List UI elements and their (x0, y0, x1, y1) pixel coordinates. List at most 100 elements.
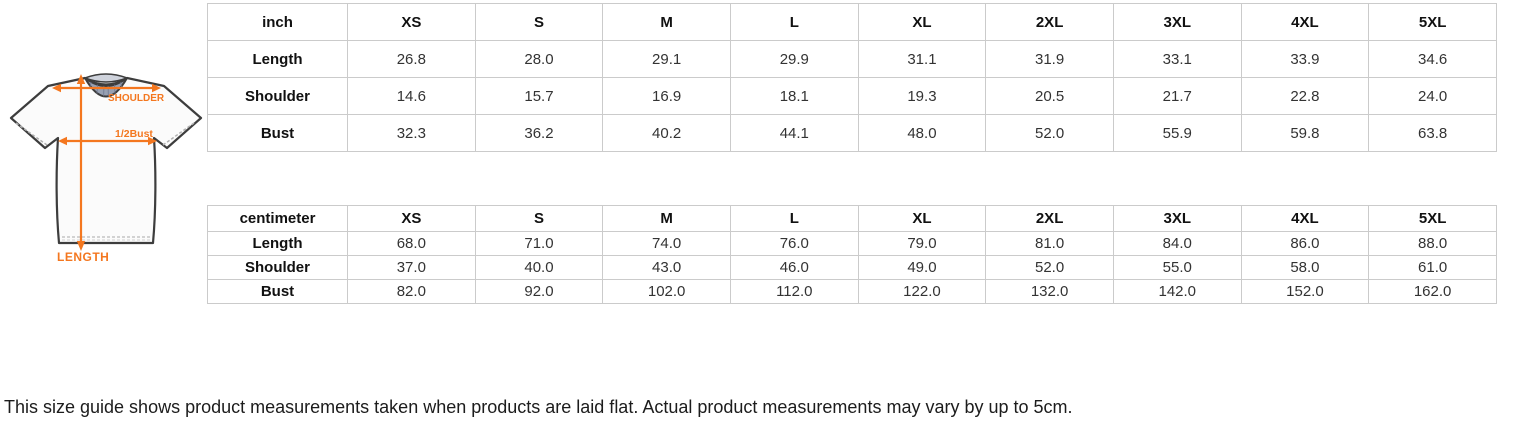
measurement-cell: 48.0 (857, 114, 987, 152)
measurement-cell: 33.1 (1112, 40, 1242, 78)
table-row: Shoulder 37.0 40.0 43.0 46.0 49.0 52.0 5… (207, 255, 1497, 280)
measurement-cell: 52.0 (985, 255, 1114, 280)
bust-label: 1/2Bust (115, 128, 153, 140)
measurement-cell: 24.0 (1368, 77, 1497, 115)
measurement-cell: 58.0 (1240, 255, 1370, 280)
measurement-cell: 52.0 (985, 114, 1114, 152)
size-table-centimeter: centimeter XS S M L XL 2XL 3XL 4XL 5XL L… (207, 205, 1497, 304)
size-header: 2XL (985, 205, 1114, 232)
measurement-cell: 19.3 (857, 77, 987, 115)
row-label: Bust (207, 279, 348, 304)
measurement-cell: 43.0 (602, 255, 731, 280)
size-header: 4XL (1240, 205, 1370, 232)
size-header: M (602, 3, 731, 41)
size-header: 5XL (1368, 3, 1497, 41)
size-guide-note: This size guide shows product measuremen… (4, 397, 1073, 417)
measurement-cell: 37.0 (347, 255, 476, 280)
measurement-cell: 31.9 (985, 40, 1114, 78)
measurement-cell: 81.0 (985, 231, 1114, 256)
size-table-inch: inch XS S M L XL 2XL 3XL 4XL 5XL Length … (207, 3, 1497, 152)
measurement-cell: 61.0 (1368, 255, 1497, 280)
shoulder-arrow (52, 83, 161, 93)
measurement-cell: 63.8 (1368, 114, 1497, 152)
row-label: Bust (207, 114, 348, 152)
measurement-cell: 26.8 (347, 40, 476, 78)
length-label: LENGTH (57, 250, 109, 264)
measurement-cell: 112.0 (729, 279, 859, 304)
table-header-row: inch XS S M L XL 2XL 3XL 4XL 5XL (207, 3, 1497, 41)
measurement-cell: 15.7 (474, 77, 604, 115)
bust-arrow (58, 136, 157, 146)
table-row: Length 68.0 71.0 74.0 76.0 79.0 81.0 84.… (207, 231, 1497, 256)
measurement-cell: 74.0 (602, 231, 731, 256)
measurement-cell: 59.8 (1240, 114, 1370, 152)
size-header: S (474, 205, 604, 232)
measurement-cell: 84.0 (1112, 231, 1242, 256)
measurement-cell: 88.0 (1368, 231, 1497, 256)
measurement-cell: 22.8 (1240, 77, 1370, 115)
size-header: 3XL (1112, 3, 1242, 41)
row-label: Length (207, 40, 348, 78)
measurement-cell: 102.0 (602, 279, 731, 304)
table-row: Bust 32.3 36.2 40.2 44.1 48.0 52.0 55.9 … (207, 114, 1497, 152)
measurement-cell: 21.7 (1112, 77, 1242, 115)
size-header: M (602, 205, 731, 232)
measurement-cell: 29.9 (729, 40, 859, 78)
unit-header: inch (207, 3, 348, 41)
measurement-cell: 79.0 (857, 231, 987, 256)
measurement-cell: 18.1 (729, 77, 859, 115)
measurement-cell: 82.0 (347, 279, 476, 304)
tshirt-diagram: SHOULDER 1/2Bust LENGTH (5, 60, 205, 270)
measurement-cell: 32.3 (347, 114, 476, 152)
size-header: 2XL (985, 3, 1114, 41)
length-arrow (76, 74, 86, 251)
collar-back (84, 73, 128, 83)
size-header: 3XL (1112, 205, 1242, 232)
size-header: XS (347, 205, 476, 232)
size-header: XL (857, 205, 987, 232)
table-row: Bust 82.0 92.0 102.0 112.0 122.0 132.0 1… (207, 279, 1497, 304)
measurement-cell: 36.2 (474, 114, 604, 152)
measurement-cell: 132.0 (985, 279, 1114, 304)
measurement-cell: 55.9 (1112, 114, 1242, 152)
measurement-cell: 49.0 (857, 255, 987, 280)
right-cuff-stitch (162, 122, 195, 146)
measurement-cell: 44.1 (729, 114, 859, 152)
measurement-cell: 40.2 (602, 114, 731, 152)
measurement-cell: 71.0 (474, 231, 604, 256)
measurement-cell: 14.6 (347, 77, 476, 115)
measurement-cell: 16.9 (602, 77, 731, 115)
size-header: L (729, 205, 859, 232)
size-header: XS (347, 3, 476, 41)
size-header: 5XL (1368, 205, 1497, 232)
table-row: Length 26.8 28.0 29.1 29.9 31.1 31.9 33.… (207, 40, 1497, 78)
measurement-cell: 40.0 (474, 255, 604, 280)
measurement-cell: 152.0 (1240, 279, 1370, 304)
measurement-cell: 55.0 (1112, 255, 1242, 280)
table-row: Shoulder 14.6 15.7 16.9 18.1 19.3 20.5 2… (207, 77, 1497, 115)
measurement-cell: 76.0 (729, 231, 859, 256)
left-cuff-stitch (15, 122, 48, 146)
size-header: 4XL (1240, 3, 1370, 41)
measurement-cell: 68.0 (347, 231, 476, 256)
measurement-cell: 46.0 (729, 255, 859, 280)
size-header: L (729, 3, 859, 41)
measurement-cell: 29.1 (602, 40, 731, 78)
size-header: XL (857, 3, 987, 41)
tshirt-outline (9, 76, 203, 245)
measurement-cell: 92.0 (474, 279, 604, 304)
size-header: S (474, 3, 604, 41)
measurement-cell: 33.9 (1240, 40, 1370, 78)
row-label: Shoulder (207, 255, 348, 280)
shoulder-label: SHOULDER (108, 93, 165, 104)
measurement-cell: 31.1 (857, 40, 987, 78)
table-header-row: centimeter XS S M L XL 2XL 3XL 4XL 5XL (207, 205, 1497, 232)
unit-header: centimeter (207, 205, 348, 232)
measurement-cell: 122.0 (857, 279, 987, 304)
measurement-cell: 20.5 (985, 77, 1114, 115)
measurement-cell: 162.0 (1368, 279, 1497, 304)
row-label: Length (207, 231, 348, 256)
measurement-cell: 142.0 (1112, 279, 1242, 304)
measurement-cell: 86.0 (1240, 231, 1370, 256)
